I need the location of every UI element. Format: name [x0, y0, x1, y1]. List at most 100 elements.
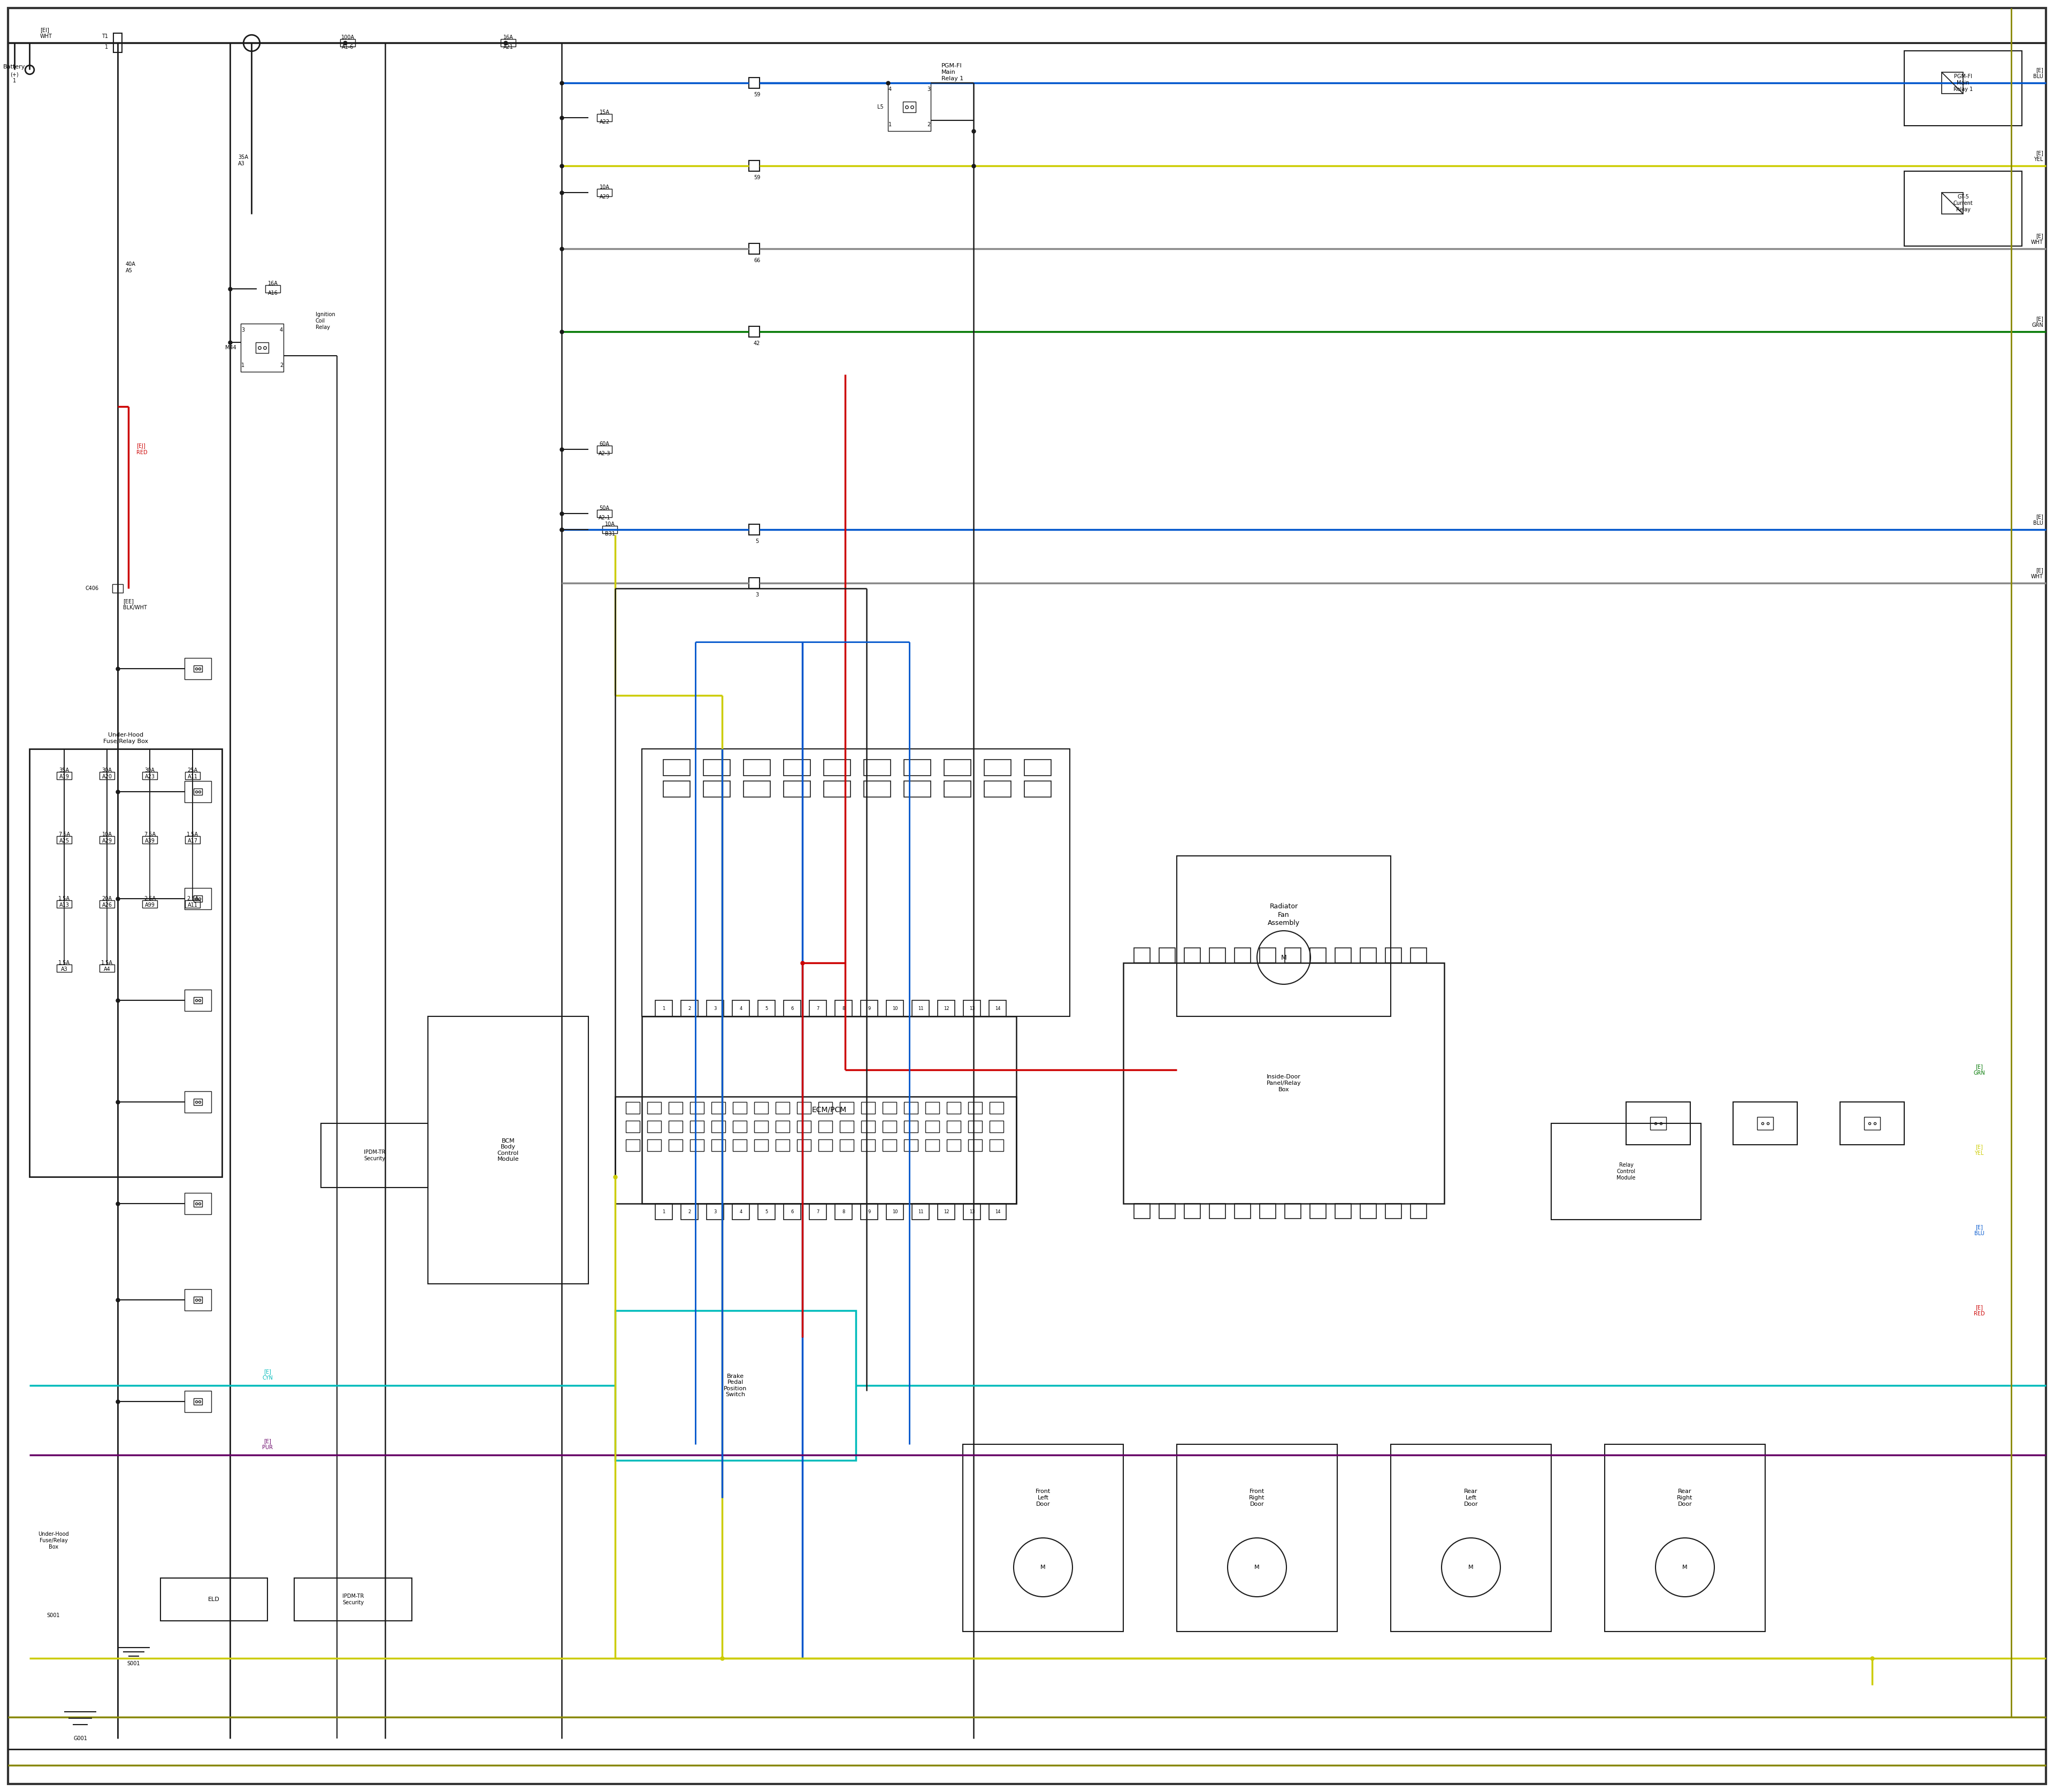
- Bar: [797, 1102, 811, 1113]
- Bar: [904, 1102, 918, 1113]
- Text: Brake
Pedal
Position
Switch: Brake Pedal Position Switch: [723, 1373, 748, 1398]
- Bar: [861, 1102, 875, 1113]
- Bar: [947, 1120, 961, 1133]
- Text: 8: 8: [842, 1005, 844, 1011]
- Bar: [817, 1120, 832, 1133]
- Bar: [185, 889, 212, 909]
- Bar: [626, 1102, 639, 1113]
- Bar: [1627, 1102, 1690, 1145]
- Bar: [1134, 1204, 1150, 1219]
- Bar: [1360, 948, 1376, 962]
- Bar: [1335, 948, 1352, 962]
- Bar: [1234, 1204, 1251, 1219]
- Text: 66: 66: [754, 258, 760, 263]
- Bar: [185, 772, 199, 780]
- Bar: [142, 900, 158, 909]
- Bar: [670, 1102, 682, 1113]
- Bar: [58, 964, 72, 971]
- Bar: [1391, 1444, 1551, 1631]
- Text: 2: 2: [688, 1210, 690, 1213]
- Text: Under-Hood
Fuse/Relay Box: Under-Hood Fuse/Relay Box: [103, 733, 148, 744]
- Bar: [626, 1140, 639, 1150]
- Text: C406: C406: [86, 586, 99, 591]
- Text: [E]
YEL: [E] YEL: [2033, 151, 2044, 161]
- Text: 4: 4: [739, 1210, 741, 1213]
- Bar: [341, 39, 355, 47]
- Bar: [670, 1140, 682, 1150]
- Bar: [655, 1000, 672, 1016]
- Bar: [598, 115, 612, 122]
- Bar: [861, 1000, 877, 1016]
- Bar: [99, 964, 115, 971]
- Text: 10A: 10A: [600, 185, 610, 190]
- Bar: [1177, 1444, 1337, 1631]
- Bar: [1335, 1204, 1352, 1219]
- Text: PGM-FI
Main
Relay 1: PGM-FI Main Relay 1: [1953, 73, 1972, 91]
- Text: 20A
A26: 20A A26: [103, 896, 113, 907]
- Text: 3: 3: [713, 1005, 717, 1011]
- Text: 14: 14: [994, 1210, 1000, 1213]
- Text: T1: T1: [101, 34, 109, 39]
- Text: 12: 12: [943, 1210, 949, 1213]
- Bar: [883, 1102, 896, 1113]
- Text: 14: 14: [994, 1005, 1000, 1011]
- Bar: [142, 772, 158, 780]
- Bar: [750, 525, 760, 536]
- Bar: [733, 1102, 748, 1113]
- Bar: [963, 1204, 980, 1220]
- Text: PGM-FI
Main
Relay 1: PGM-FI Main Relay 1: [941, 63, 963, 81]
- Bar: [185, 900, 199, 909]
- Text: 1: 1: [889, 122, 891, 127]
- Bar: [255, 342, 269, 353]
- Bar: [647, 1140, 661, 1150]
- Bar: [963, 1444, 1124, 1631]
- Bar: [185, 1193, 212, 1215]
- Bar: [750, 161, 760, 172]
- Bar: [1310, 948, 1327, 962]
- Bar: [1941, 72, 1964, 93]
- Bar: [797, 1120, 811, 1133]
- Text: 7.5A
A39: 7.5A A39: [144, 831, 156, 844]
- Bar: [1941, 192, 1964, 213]
- Bar: [1259, 1204, 1276, 1219]
- Bar: [984, 781, 1011, 797]
- Text: 35A
A3: 35A A3: [238, 154, 249, 167]
- Text: Ignition
Coil
Relay: Ignition Coil Relay: [316, 312, 335, 330]
- Bar: [750, 326, 760, 337]
- Bar: [1158, 1204, 1175, 1219]
- Text: 10A: 10A: [604, 521, 614, 527]
- Bar: [1384, 948, 1401, 962]
- Bar: [1025, 781, 1052, 797]
- Bar: [193, 1398, 201, 1405]
- Bar: [939, 1204, 955, 1220]
- Bar: [926, 1102, 939, 1113]
- Text: 35A
A19: 35A A19: [60, 767, 70, 780]
- Text: 6: 6: [791, 1210, 793, 1213]
- Bar: [990, 1204, 1006, 1220]
- Bar: [641, 1016, 1017, 1204]
- Text: 5: 5: [756, 539, 758, 545]
- Text: 11: 11: [918, 1210, 924, 1213]
- Text: A22: A22: [600, 120, 610, 125]
- Text: 10: 10: [891, 1210, 898, 1213]
- Bar: [887, 1204, 904, 1220]
- Text: A2-3: A2-3: [598, 452, 610, 457]
- Text: ECM/PCM: ECM/PCM: [811, 1106, 846, 1113]
- Bar: [702, 760, 729, 776]
- Bar: [1025, 760, 1052, 776]
- Bar: [1185, 1204, 1200, 1219]
- Bar: [707, 1000, 723, 1016]
- Bar: [990, 1140, 1004, 1150]
- Text: Front
Left
Door: Front Left Door: [1035, 1489, 1050, 1507]
- Bar: [733, 1140, 748, 1150]
- Text: S001: S001: [127, 1661, 140, 1667]
- Text: BCM
Body
Control
Module: BCM Body Control Module: [497, 1138, 520, 1161]
- Text: 13: 13: [969, 1210, 976, 1213]
- Bar: [294, 1579, 413, 1620]
- Bar: [1649, 1116, 1666, 1129]
- Text: 60A: 60A: [600, 441, 610, 446]
- Bar: [655, 1204, 672, 1220]
- Bar: [758, 1000, 774, 1016]
- Text: 1.5A
A3: 1.5A A3: [58, 961, 70, 971]
- Text: 59: 59: [754, 91, 760, 97]
